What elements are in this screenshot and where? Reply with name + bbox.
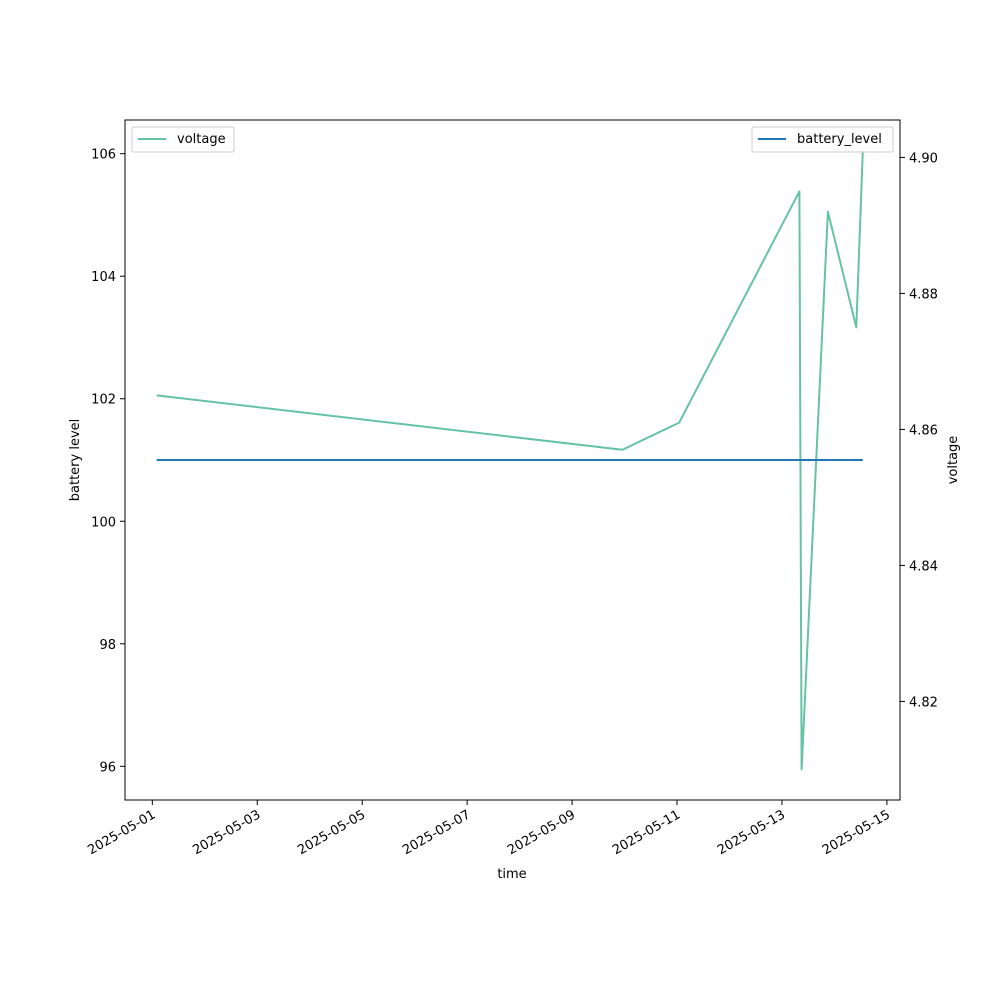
x-tick-label-1: 2025-05-03 (190, 807, 263, 858)
right-y-tick-label-4: 4.90 (909, 151, 938, 166)
x-tick-label-3: 2025-05-07 (400, 807, 473, 858)
legend-battery-level-box (751, 126, 894, 153)
left-y-tick-label-3: 102 (91, 393, 116, 408)
right-y-axis-label: voltage (946, 436, 961, 485)
left-y-tick-label-0: 96 (99, 760, 116, 775)
right-y-tick-label-3: 4.88 (909, 287, 938, 302)
series-layer (156, 150, 864, 771)
right-y-tick-label-2: 4.86 (909, 423, 938, 438)
legend-voltage-box (131, 126, 235, 153)
x-tick-label-5: 2025-05-11 (610, 807, 683, 858)
left-y-tick-label-2: 100 (91, 515, 116, 530)
legend-battery-level: battery_level (751, 126, 894, 153)
x-tick-label-6: 2025-05-13 (715, 807, 788, 858)
x-axis-label: time (497, 867, 526, 882)
left-y-tick-label-5: 106 (91, 148, 116, 163)
x-axis: 2025-05-01 2025-05-03 2025-05-05 2025-05-07… (85, 800, 893, 858)
legend-voltage: voltage (131, 126, 235, 153)
x-tick-label-4: 2025-05-09 (505, 807, 578, 858)
x-tick-label-7: 2025-05-15 (820, 807, 893, 858)
plot-frame (124, 119, 901, 801)
right-y-tick-label-1: 4.84 (909, 559, 938, 574)
right-y-tick-label-0: 4.82 (909, 695, 938, 710)
legend-voltage-label: voltage (177, 132, 226, 147)
legend-battery-level-label: battery_level (797, 132, 882, 147)
left-y-axis: 96 98 100 102 104 106 (91, 148, 125, 775)
x-tick-label-2: 2025-05-05 (295, 807, 368, 858)
left-y-tick-label-1: 98 (99, 638, 116, 653)
left-y-tick-label-4: 104 (91, 270, 116, 285)
right-y-axis: 4.82 4.84 4.86 4.88 4.90 (900, 151, 938, 710)
x-tick-label-0: 2025-05-01 (85, 807, 158, 858)
left-y-axis-label: battery level (68, 419, 83, 502)
series-line-voltage (156, 150, 864, 771)
